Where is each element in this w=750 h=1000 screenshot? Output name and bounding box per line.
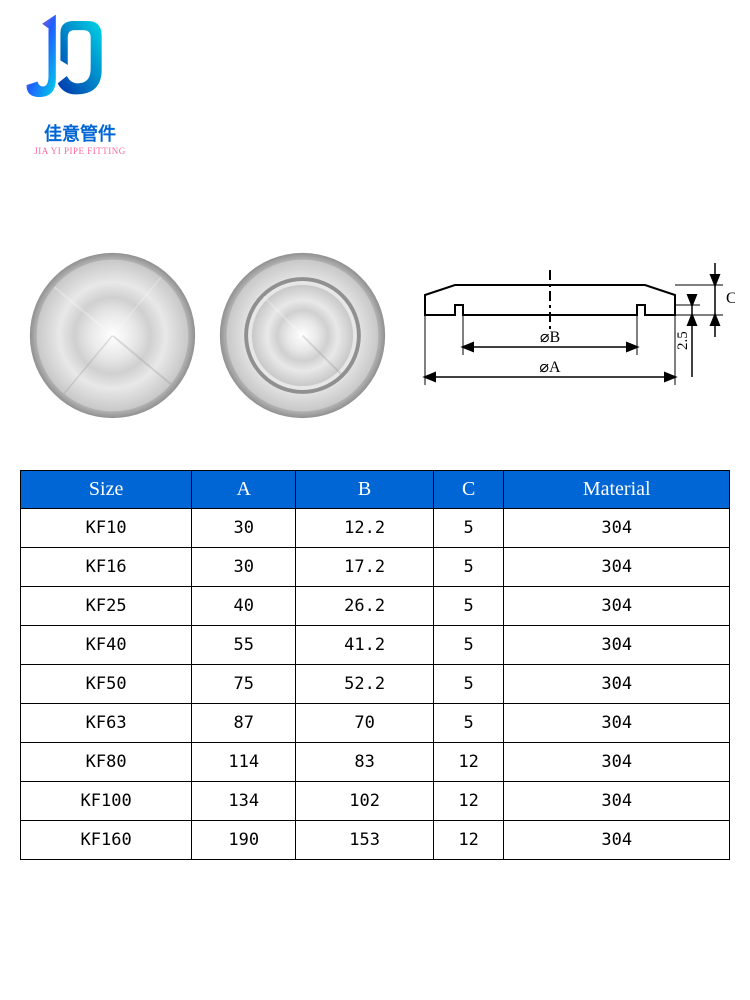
technical-diagram: ⌀B ⌀A C 2.5 [405, 235, 735, 435]
table-cell: 17.2 [296, 548, 434, 587]
diagram-label-c: C [726, 290, 735, 307]
table-cell: 41.2 [296, 626, 434, 665]
table-cell: KF25 [21, 587, 192, 626]
table-cell: 30 [192, 548, 296, 587]
table-cell: 12 [433, 821, 503, 860]
table-cell: 102 [296, 782, 434, 821]
logo-text-en: JIA YI PIPE FITTING [10, 146, 150, 156]
flange-front-icon [25, 248, 200, 423]
table-cell: 5 [433, 704, 503, 743]
table-cell: 30 [192, 509, 296, 548]
table-cell: KF40 [21, 626, 192, 665]
table-cell: 190 [192, 821, 296, 860]
table-cell: KF80 [21, 743, 192, 782]
table-row: KF405541.25304 [21, 626, 730, 665]
table-cell: KF50 [21, 665, 192, 704]
table-cell: 40 [192, 587, 296, 626]
table-row: KF254026.25304 [21, 587, 730, 626]
table-cell: 304 [504, 626, 730, 665]
table-cell: KF63 [21, 704, 192, 743]
diagram-label-depth: 2.5 [675, 331, 691, 350]
table-cell: 83 [296, 743, 434, 782]
table-cell: 12 [433, 743, 503, 782]
table-cell: 304 [504, 743, 730, 782]
table-cell: 12 [433, 782, 503, 821]
col-b: B [296, 471, 434, 509]
brand-logo: 佳意管件 JIA YI PIPE FITTING [10, 10, 150, 156]
table-cell: KF10 [21, 509, 192, 548]
col-size: Size [21, 471, 192, 509]
table-cell: 304 [504, 704, 730, 743]
diagram-label-b: ⌀B [540, 329, 560, 346]
table-cell: 52.2 [296, 665, 434, 704]
table-cell: 5 [433, 626, 503, 665]
table-cell: 70 [296, 704, 434, 743]
table-row: KF507552.25304 [21, 665, 730, 704]
table-cell: 304 [504, 821, 730, 860]
spec-table: Size A B C Material KF103012.25304KF1630… [20, 470, 730, 860]
table-cell: 75 [192, 665, 296, 704]
col-material: Material [504, 471, 730, 509]
table-cell: 114 [192, 743, 296, 782]
logo-text-cn: 佳意管件 [10, 120, 150, 146]
table-row: KF103012.25304 [21, 509, 730, 548]
table-cell: 5 [433, 587, 503, 626]
table-cell: 87 [192, 704, 296, 743]
table-cell: 5 [433, 665, 503, 704]
table-cell: 5 [433, 509, 503, 548]
table-cell: 304 [504, 509, 730, 548]
diagram-label-a: ⌀A [539, 359, 561, 376]
table-cell: KF16 [21, 548, 192, 587]
table-cell: 153 [296, 821, 434, 860]
table-row: KF801148312304 [21, 743, 730, 782]
col-a: A [192, 471, 296, 509]
table-cell: 134 [192, 782, 296, 821]
table-cell: 304 [504, 587, 730, 626]
flange-back-icon [215, 248, 390, 423]
table-cell: 304 [504, 782, 730, 821]
product-illustration: ⌀B ⌀A C 2.5 [25, 225, 725, 445]
table-cell: 5 [433, 548, 503, 587]
table-cell: 304 [504, 665, 730, 704]
table-row: KF163017.25304 [21, 548, 730, 587]
table-row: KF16019015312304 [21, 821, 730, 860]
col-c: C [433, 471, 503, 509]
table-cell: 12.2 [296, 509, 434, 548]
table-cell: KF100 [21, 782, 192, 821]
logo-icon [10, 10, 120, 120]
table-header-row: Size A B C Material [21, 471, 730, 509]
table-cell: 26.2 [296, 587, 434, 626]
table-cell: 55 [192, 626, 296, 665]
table-cell: KF160 [21, 821, 192, 860]
table-row: KF6387705304 [21, 704, 730, 743]
table-row: KF10013410212304 [21, 782, 730, 821]
table-cell: 304 [504, 548, 730, 587]
